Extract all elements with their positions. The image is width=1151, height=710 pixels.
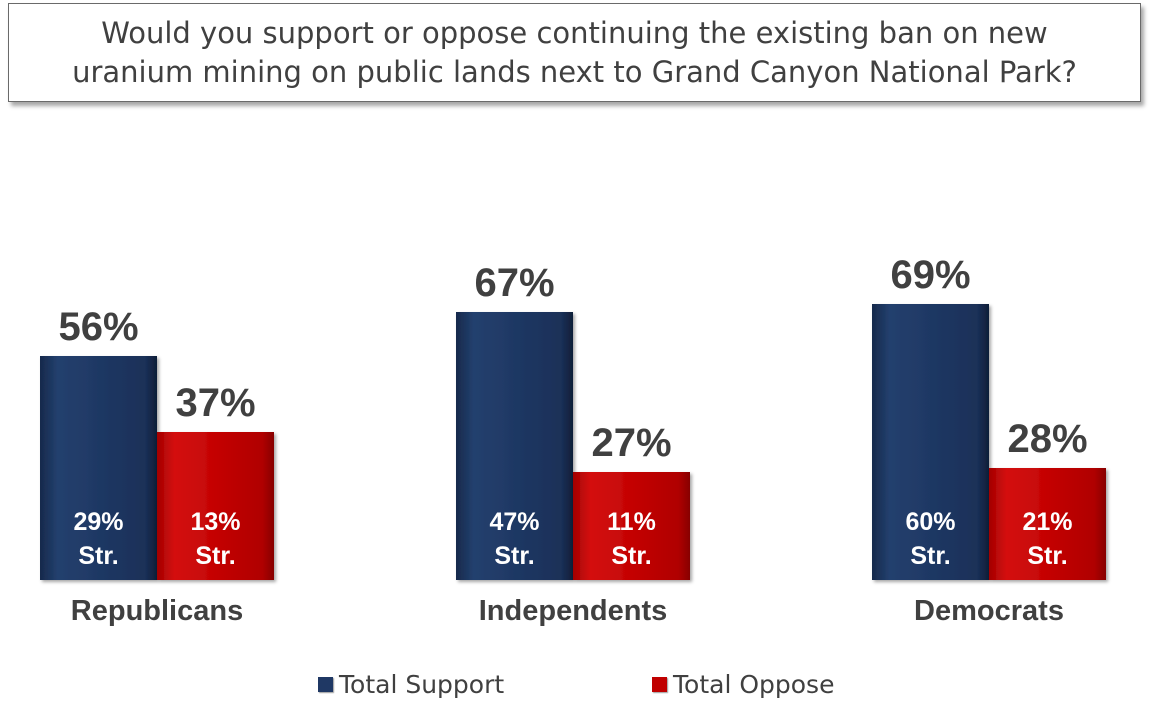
strong-label-support-independents: 47% [489, 508, 539, 536]
legend-label-oppose: Total Oppose [673, 670, 835, 699]
strong-label-oppose-independents: 11% [607, 508, 656, 536]
legend: Total Support Total Oppose [0, 670, 1151, 710]
strong-suffix-support-democrats: Str. [910, 542, 950, 570]
value-label-support-republicans: 56% [58, 305, 138, 349]
strong-suffix-oppose-democrats: Str. [1027, 542, 1067, 570]
legend-item-oppose: Total Oppose [652, 670, 834, 699]
value-label-oppose-democrats: 28% [1007, 417, 1087, 461]
strong-suffix-oppose-independents: Str. [611, 542, 651, 570]
value-label-oppose-republicans: 37% [175, 381, 255, 425]
value-label-support-democrats: 69% [890, 253, 970, 297]
strong-suffix-oppose-republicans: Str. [195, 542, 235, 570]
strong-suffix-support-republicans: Str. [78, 542, 118, 570]
strong-label-support-republicans: 29% [73, 508, 123, 536]
strong-suffix-support-independents: Str. [494, 542, 534, 570]
bar-support-independents [456, 312, 573, 580]
strong-label-support-democrats: 60% [905, 508, 955, 536]
legend-label-support: Total Support [339, 670, 505, 699]
strong-label-oppose-republicans: 13% [190, 508, 240, 536]
bar-oppose-independents [573, 472, 690, 580]
category-label-independents: Independents [479, 595, 668, 627]
bar-oppose-democrats [989, 468, 1106, 580]
chart-title: Would you support or oppose continuing t… [72, 15, 1077, 89]
value-label-support-independents: 67% [474, 261, 554, 305]
category-label-democrats: Democrats [914, 595, 1064, 627]
bar-oppose-republicans [157, 432, 274, 580]
strong-label-oppose-democrats: 21% [1022, 508, 1072, 536]
legend-swatch-oppose [652, 677, 667, 692]
value-label-oppose-independents: 27% [591, 421, 671, 465]
bar-support-republicans [40, 356, 157, 580]
category-label-republicans: Republicans [71, 595, 243, 627]
bar-support-democrats [872, 304, 989, 580]
chart-title-box: Would you support or oppose continuing t… [8, 3, 1141, 102]
legend-item-support: Total Support [318, 670, 504, 699]
legend-swatch-support [318, 677, 333, 692]
